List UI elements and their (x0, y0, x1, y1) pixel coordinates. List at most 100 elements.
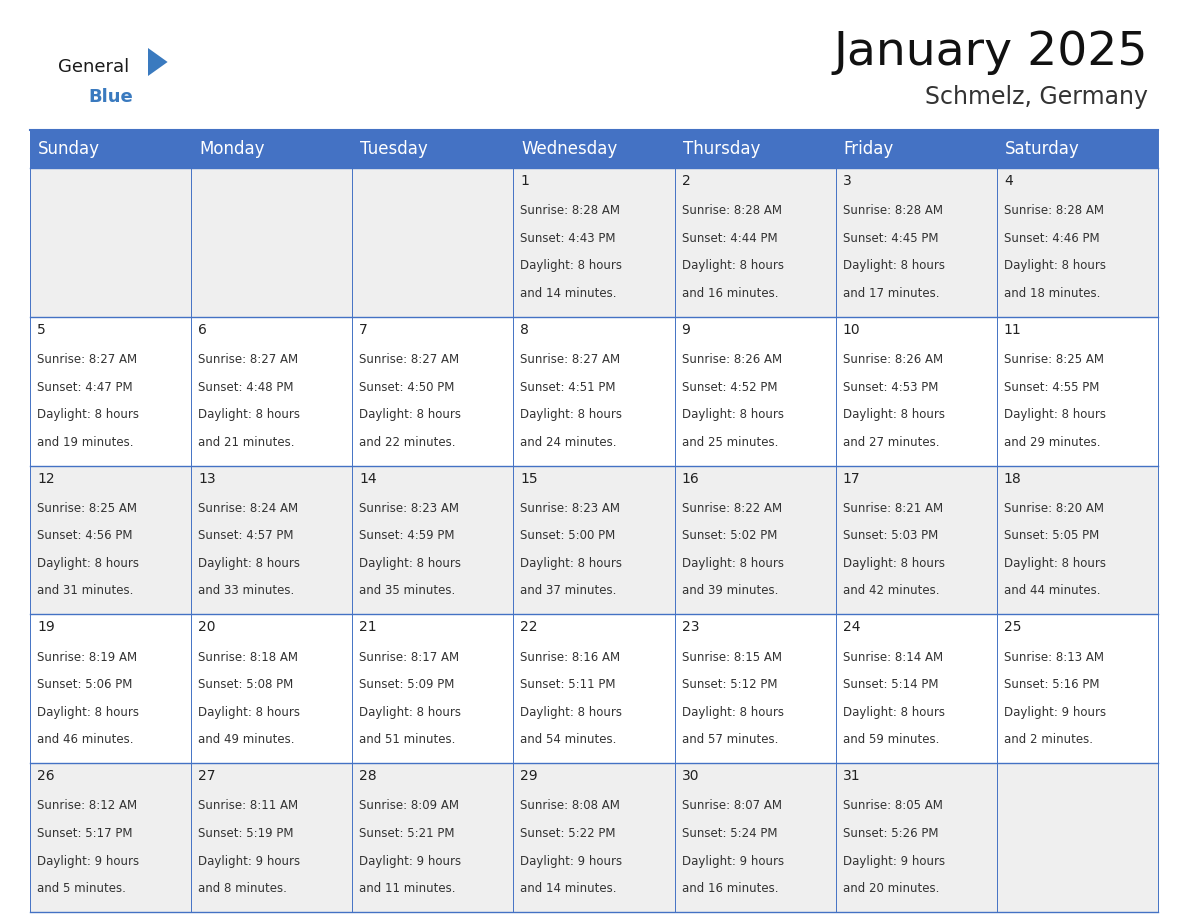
Text: Sunset: 4:43 PM: Sunset: 4:43 PM (520, 232, 615, 245)
Text: Sunset: 5:09 PM: Sunset: 5:09 PM (359, 678, 455, 691)
Text: Daylight: 8 hours: Daylight: 8 hours (1004, 409, 1106, 421)
Text: Daylight: 9 hours: Daylight: 9 hours (198, 855, 301, 868)
Text: and 16 minutes.: and 16 minutes. (682, 882, 778, 895)
Text: Sunrise: 8:17 AM: Sunrise: 8:17 AM (359, 651, 460, 664)
Text: Sunset: 4:44 PM: Sunset: 4:44 PM (682, 232, 777, 245)
Text: Sunrise: 8:26 AM: Sunrise: 8:26 AM (682, 353, 782, 366)
Text: Daylight: 8 hours: Daylight: 8 hours (842, 409, 944, 421)
Text: and 33 minutes.: and 33 minutes. (198, 585, 295, 598)
Text: 31: 31 (842, 769, 860, 783)
Text: Daylight: 8 hours: Daylight: 8 hours (842, 260, 944, 273)
Text: Daylight: 8 hours: Daylight: 8 hours (198, 706, 301, 719)
Text: 1: 1 (520, 174, 530, 188)
Text: Daylight: 8 hours: Daylight: 8 hours (1004, 260, 1106, 273)
Text: Tuesday: Tuesday (360, 140, 428, 158)
Bar (30, 130, 1158, 168)
Text: 26: 26 (37, 769, 55, 783)
Text: Blue: Blue (88, 88, 133, 106)
Text: and 17 minutes.: and 17 minutes. (842, 286, 940, 300)
Text: 6: 6 (198, 323, 207, 337)
Text: Daylight: 8 hours: Daylight: 8 hours (359, 557, 461, 570)
Text: 25: 25 (1004, 621, 1022, 634)
Text: 20: 20 (198, 621, 216, 634)
Text: Sunset: 5:08 PM: Sunset: 5:08 PM (198, 678, 293, 691)
Text: and 16 minutes.: and 16 minutes. (682, 286, 778, 300)
Text: Sunrise: 8:28 AM: Sunrise: 8:28 AM (520, 205, 620, 218)
Text: Sunset: 5:16 PM: Sunset: 5:16 PM (1004, 678, 1099, 691)
Text: and 25 minutes.: and 25 minutes. (682, 436, 778, 449)
Text: Sunrise: 8:27 AM: Sunrise: 8:27 AM (359, 353, 460, 366)
Text: Daylight: 9 hours: Daylight: 9 hours (682, 855, 784, 868)
Text: Sunrise: 8:19 AM: Sunrise: 8:19 AM (37, 651, 137, 664)
Text: Sunset: 5:24 PM: Sunset: 5:24 PM (682, 827, 777, 840)
Text: and 14 minutes.: and 14 minutes. (520, 882, 617, 895)
Text: and 35 minutes.: and 35 minutes. (359, 585, 455, 598)
Text: Sunrise: 8:28 AM: Sunrise: 8:28 AM (682, 205, 782, 218)
Text: and 19 minutes.: and 19 minutes. (37, 436, 133, 449)
Text: and 11 minutes.: and 11 minutes. (359, 882, 456, 895)
Text: Sunset: 5:11 PM: Sunset: 5:11 PM (520, 678, 615, 691)
Text: 12: 12 (37, 472, 55, 486)
Text: Sunset: 4:50 PM: Sunset: 4:50 PM (359, 381, 455, 394)
Text: Daylight: 8 hours: Daylight: 8 hours (198, 557, 301, 570)
Text: Sunset: 5:14 PM: Sunset: 5:14 PM (842, 678, 939, 691)
Text: Sunrise: 8:27 AM: Sunrise: 8:27 AM (198, 353, 298, 366)
Text: and 21 minutes.: and 21 minutes. (198, 436, 295, 449)
Text: 4: 4 (1004, 174, 1012, 188)
Text: Sunrise: 8:25 AM: Sunrise: 8:25 AM (1004, 353, 1104, 366)
Text: 17: 17 (842, 472, 860, 486)
Text: Sunset: 5:06 PM: Sunset: 5:06 PM (37, 678, 132, 691)
Text: Sunset: 5:05 PM: Sunset: 5:05 PM (1004, 530, 1099, 543)
Text: 21: 21 (359, 621, 377, 634)
Bar (30, 168, 1158, 317)
Text: 13: 13 (198, 472, 216, 486)
Text: 14: 14 (359, 472, 377, 486)
Text: Daylight: 8 hours: Daylight: 8 hours (520, 409, 623, 421)
Text: Sunset: 5:17 PM: Sunset: 5:17 PM (37, 827, 133, 840)
Text: Sunrise: 8:12 AM: Sunrise: 8:12 AM (37, 800, 137, 812)
Text: Sunrise: 8:16 AM: Sunrise: 8:16 AM (520, 651, 620, 664)
Text: and 57 minutes.: and 57 minutes. (682, 733, 778, 746)
Text: Sunset: 4:47 PM: Sunset: 4:47 PM (37, 381, 133, 394)
Text: and 24 minutes.: and 24 minutes. (520, 436, 617, 449)
Text: Sunrise: 8:24 AM: Sunrise: 8:24 AM (198, 502, 298, 515)
Text: 24: 24 (842, 621, 860, 634)
Text: Daylight: 9 hours: Daylight: 9 hours (37, 855, 139, 868)
Text: Sunset: 4:57 PM: Sunset: 4:57 PM (198, 530, 293, 543)
Text: 22: 22 (520, 621, 538, 634)
Text: Sunrise: 8:23 AM: Sunrise: 8:23 AM (359, 502, 460, 515)
Text: Sunrise: 8:26 AM: Sunrise: 8:26 AM (842, 353, 943, 366)
Text: Daylight: 8 hours: Daylight: 8 hours (520, 557, 623, 570)
Text: Daylight: 9 hours: Daylight: 9 hours (842, 855, 944, 868)
Text: Daylight: 8 hours: Daylight: 8 hours (359, 409, 461, 421)
Bar (30, 465, 1158, 614)
Text: General: General (58, 58, 129, 76)
Text: and 14 minutes.: and 14 minutes. (520, 286, 617, 300)
Text: 28: 28 (359, 769, 377, 783)
Text: Sunset: 5:03 PM: Sunset: 5:03 PM (842, 530, 939, 543)
Text: Sunrise: 8:28 AM: Sunrise: 8:28 AM (842, 205, 943, 218)
Text: Wednesday: Wednesday (522, 140, 618, 158)
Text: and 44 minutes.: and 44 minutes. (1004, 585, 1100, 598)
Text: Daylight: 8 hours: Daylight: 8 hours (37, 409, 139, 421)
Text: Daylight: 8 hours: Daylight: 8 hours (1004, 557, 1106, 570)
Text: Sunrise: 8:20 AM: Sunrise: 8:20 AM (1004, 502, 1104, 515)
Text: Daylight: 9 hours: Daylight: 9 hours (520, 855, 623, 868)
Text: Sunrise: 8:15 AM: Sunrise: 8:15 AM (682, 651, 782, 664)
Text: Sunrise: 8:13 AM: Sunrise: 8:13 AM (1004, 651, 1104, 664)
Text: Sunset: 5:26 PM: Sunset: 5:26 PM (842, 827, 939, 840)
Text: Sunrise: 8:07 AM: Sunrise: 8:07 AM (682, 800, 782, 812)
Text: Sunset: 4:46 PM: Sunset: 4:46 PM (1004, 232, 1099, 245)
Text: Sunset: 4:56 PM: Sunset: 4:56 PM (37, 530, 133, 543)
Text: and 42 minutes.: and 42 minutes. (842, 585, 940, 598)
Text: 30: 30 (682, 769, 699, 783)
Bar (30, 763, 1158, 912)
Text: and 8 minutes.: and 8 minutes. (198, 882, 287, 895)
Polygon shape (148, 48, 168, 76)
Text: Sunset: 5:02 PM: Sunset: 5:02 PM (682, 530, 777, 543)
Text: Sunrise: 8:28 AM: Sunrise: 8:28 AM (1004, 205, 1104, 218)
Text: Sunrise: 8:21 AM: Sunrise: 8:21 AM (842, 502, 943, 515)
Text: Sunset: 4:48 PM: Sunset: 4:48 PM (198, 381, 293, 394)
Text: Monday: Monday (200, 140, 265, 158)
Text: 5: 5 (37, 323, 46, 337)
